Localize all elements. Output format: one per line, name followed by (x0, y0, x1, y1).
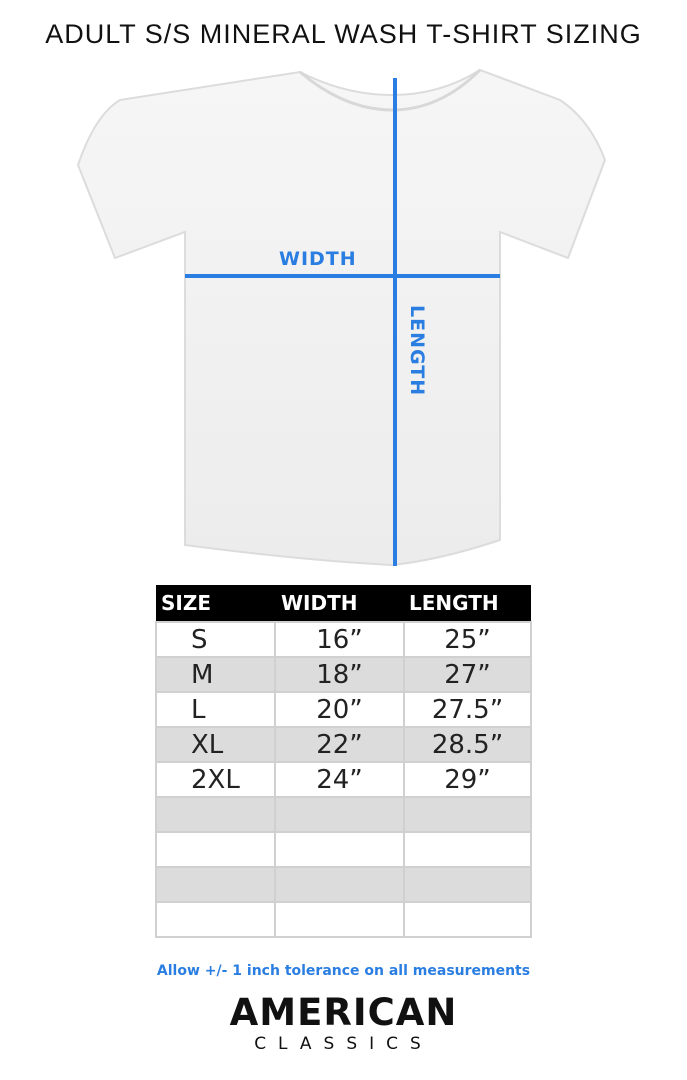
header-size: SIZE (156, 585, 275, 622)
size-cell (155, 831, 276, 868)
width-cell (274, 901, 405, 938)
header-width: WIDTH (275, 585, 404, 622)
length-cell: 28.5” (403, 726, 532, 763)
table-row: L 20” 27.5” (155, 691, 532, 728)
size-cell (155, 901, 276, 938)
size-table: SIZE WIDTH LENGTH S 16” 25” M 18” 27” L 20” 27.5… (155, 585, 532, 938)
size-cell: L (155, 691, 276, 728)
table-row: XL 22” 28.5” (155, 726, 532, 763)
table-row: 2XL 24” 29” (155, 761, 532, 798)
size-cell (155, 796, 276, 833)
brand-logo-subtitle: CLASSICS (254, 1034, 433, 1054)
table-row (155, 866, 532, 903)
length-label: LENGTH (406, 305, 428, 397)
width-cell: 18” (274, 656, 405, 693)
width-cell (274, 796, 405, 833)
length-cell: 29” (403, 761, 532, 798)
size-cell: XL (155, 726, 276, 763)
width-label: WIDTH (279, 248, 357, 270)
tolerance-note: Allow +/- 1 inch tolerance on all measur… (156, 963, 531, 979)
page-title: ADULT S/S MINERAL WASH T-SHIRT SIZING (45, 19, 642, 49)
brand-logo: AMERICAN (229, 991, 458, 1034)
length-cell (403, 831, 532, 868)
table-row: S 16” 25” (155, 621, 532, 658)
length-cell: 25” (403, 621, 532, 658)
length-cell: 27” (403, 656, 532, 693)
t-shirt-icon (76, 68, 607, 567)
width-cell: 22” (274, 726, 405, 763)
table-row (155, 796, 532, 833)
table-row: M 18” 27” (155, 656, 532, 693)
size-cell: 2XL (155, 761, 276, 798)
length-cell: 27.5” (403, 691, 532, 728)
size-cell (155, 866, 276, 903)
length-cell (403, 866, 532, 903)
width-cell (274, 866, 405, 903)
width-cell: 16” (274, 621, 405, 658)
width-cell: 24” (274, 761, 405, 798)
width-cell (274, 831, 405, 868)
size-cell: S (155, 621, 276, 658)
length-cell (403, 901, 532, 938)
table-row (155, 831, 532, 868)
length-cell (403, 796, 532, 833)
width-cell: 20” (274, 691, 405, 728)
header-length: LENGTH (404, 585, 531, 622)
table-row (155, 901, 532, 938)
t-shirt-diagram (76, 68, 607, 567)
size-cell: M (155, 656, 276, 693)
